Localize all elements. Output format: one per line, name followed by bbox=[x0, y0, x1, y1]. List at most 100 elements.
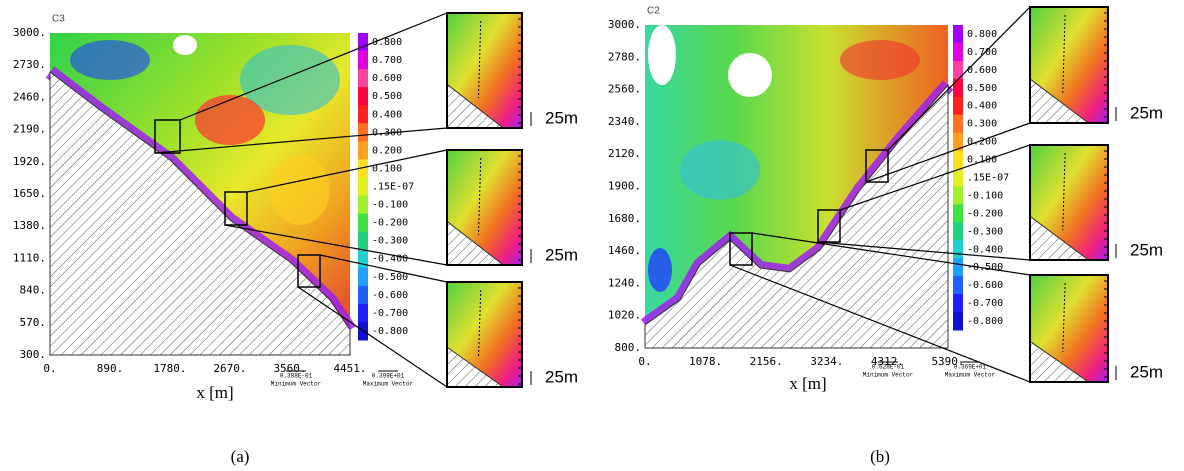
inset-profile bbox=[478, 20, 482, 99]
colorbar-label: 0.400 bbox=[967, 101, 997, 112]
y-tick-label: 1020. bbox=[608, 309, 641, 322]
zoom-box bbox=[865, 149, 889, 183]
terrain bbox=[644, 83, 949, 349]
colorbar-label: -0.500 bbox=[372, 272, 408, 283]
inset-frame bbox=[1029, 6, 1109, 124]
colorbar-swatch bbox=[358, 51, 368, 70]
colorbar-swatch bbox=[358, 33, 368, 52]
colorbar-swatch bbox=[358, 249, 368, 269]
colorbar-label: .15E-07 bbox=[372, 182, 414, 193]
contour-region bbox=[648, 248, 672, 292]
x-tick-label: 1780. bbox=[153, 362, 186, 375]
y-tick-label: 1900. bbox=[608, 180, 641, 193]
colorbar-label: 0.800 bbox=[372, 37, 402, 48]
colorbar-label: -0.200 bbox=[967, 208, 1003, 219]
vector-label: Minimum Vector bbox=[863, 372, 914, 379]
scale-label: 25m bbox=[545, 245, 578, 264]
y-tick-label: 1380. bbox=[13, 219, 46, 232]
colorbar-swatch bbox=[953, 78, 963, 98]
colorbar-swatch bbox=[358, 69, 368, 88]
zoom-line bbox=[297, 286, 448, 388]
y-tick-label: 570. bbox=[20, 316, 47, 329]
colorbar-label: 0.100 bbox=[372, 163, 402, 174]
colorbar-label: 0.600 bbox=[967, 65, 997, 76]
colorbar-swatch bbox=[953, 276, 963, 295]
colorbar-label: 0.800 bbox=[967, 29, 997, 40]
vector-value: 0.399E+01 bbox=[372, 373, 405, 380]
colorbar-label: -0.100 bbox=[372, 200, 408, 211]
y-tick-label: 1110. bbox=[13, 251, 46, 264]
scale-label: 25m bbox=[1130, 103, 1163, 122]
contour-region bbox=[728, 53, 772, 97]
colorbar-swatch bbox=[953, 96, 963, 116]
zoom-line bbox=[154, 127, 448, 154]
colorbar-label: 0.700 bbox=[372, 55, 402, 66]
inset-frame bbox=[1029, 144, 1109, 261]
colorbar-swatch bbox=[358, 195, 368, 215]
caption: (a) bbox=[231, 447, 250, 466]
colorbar-swatch bbox=[953, 312, 963, 331]
y-tick-label: 1460. bbox=[608, 244, 641, 257]
inset-profile bbox=[1062, 14, 1066, 94]
y-tick-label: 1650. bbox=[13, 187, 46, 200]
colorbar-swatch bbox=[953, 258, 963, 277]
colorbar-swatch bbox=[358, 123, 368, 142]
caption: (b) bbox=[870, 447, 890, 466]
colorbar-label: -0.800 bbox=[372, 326, 408, 337]
vector-label: Minimum Vector bbox=[271, 381, 322, 388]
colorbar-swatch bbox=[953, 25, 963, 44]
vector-value: 0.388E-01 bbox=[280, 373, 313, 380]
colorbar-label: 0.600 bbox=[372, 73, 402, 84]
inset-profile bbox=[478, 157, 482, 236]
colorbar-swatch bbox=[358, 105, 368, 124]
colorbar-label: -0.600 bbox=[967, 280, 1003, 291]
colorbar-swatch bbox=[953, 60, 963, 80]
y-tick-label: 840. bbox=[20, 284, 47, 297]
x-tick-label: 2156. bbox=[750, 355, 783, 368]
colorbar-swatch bbox=[953, 168, 963, 187]
x-axis-label: x [m] bbox=[789, 374, 826, 393]
colorbar-label: 0.500 bbox=[372, 91, 402, 102]
vector-label: Maximum Vector bbox=[945, 372, 996, 379]
colorbar-swatch bbox=[358, 285, 368, 305]
colorbar-label: -0.300 bbox=[372, 236, 408, 247]
zoom-line bbox=[224, 224, 448, 266]
colorbar-swatch bbox=[953, 294, 963, 313]
colorbar-label: 0.400 bbox=[372, 109, 402, 120]
colorbar-label: 0.300 bbox=[967, 119, 997, 130]
colorbar-swatch bbox=[953, 132, 963, 152]
contour-region bbox=[173, 35, 197, 55]
inset-frame bbox=[446, 149, 523, 266]
y-tick-label: 1920. bbox=[13, 155, 46, 168]
x-tick-label: 3560. bbox=[273, 362, 306, 375]
contour-region bbox=[648, 25, 676, 85]
colorbar-label: -0.100 bbox=[967, 190, 1003, 201]
contour-region bbox=[195, 95, 265, 145]
colorbar-swatch bbox=[953, 114, 963, 134]
colorbar-swatch bbox=[358, 141, 368, 160]
colorbar-label: -0.400 bbox=[372, 254, 408, 265]
colorbar-swatch bbox=[358, 87, 368, 106]
colorbar-swatch bbox=[953, 186, 963, 205]
contour-region bbox=[240, 45, 340, 115]
y-tick-label: 2190. bbox=[13, 123, 46, 136]
scale-label: 25m bbox=[1130, 240, 1163, 259]
colorbar-swatch bbox=[953, 42, 963, 62]
terrain bbox=[49, 70, 351, 356]
colorbar-swatch bbox=[953, 222, 963, 241]
colorbar-swatch bbox=[953, 150, 963, 170]
scale-label: 25m bbox=[545, 367, 578, 386]
y-tick-label: 2560. bbox=[608, 83, 641, 96]
zoom-box bbox=[297, 254, 321, 288]
contour-region bbox=[70, 40, 150, 80]
colorbar-label: -0.800 bbox=[967, 316, 1003, 327]
colorbar-swatch bbox=[953, 240, 963, 259]
colorbar-label: .15E-07 bbox=[967, 173, 1009, 184]
colorbar-label: -0.400 bbox=[967, 244, 1003, 255]
colorbar-label: 0.200 bbox=[967, 137, 997, 148]
colorbar-label: -0.200 bbox=[372, 218, 408, 229]
x-tick-label: 0. bbox=[638, 355, 651, 368]
colorbar-label: 0.700 bbox=[967, 47, 997, 58]
zoom-line bbox=[839, 144, 1031, 211]
